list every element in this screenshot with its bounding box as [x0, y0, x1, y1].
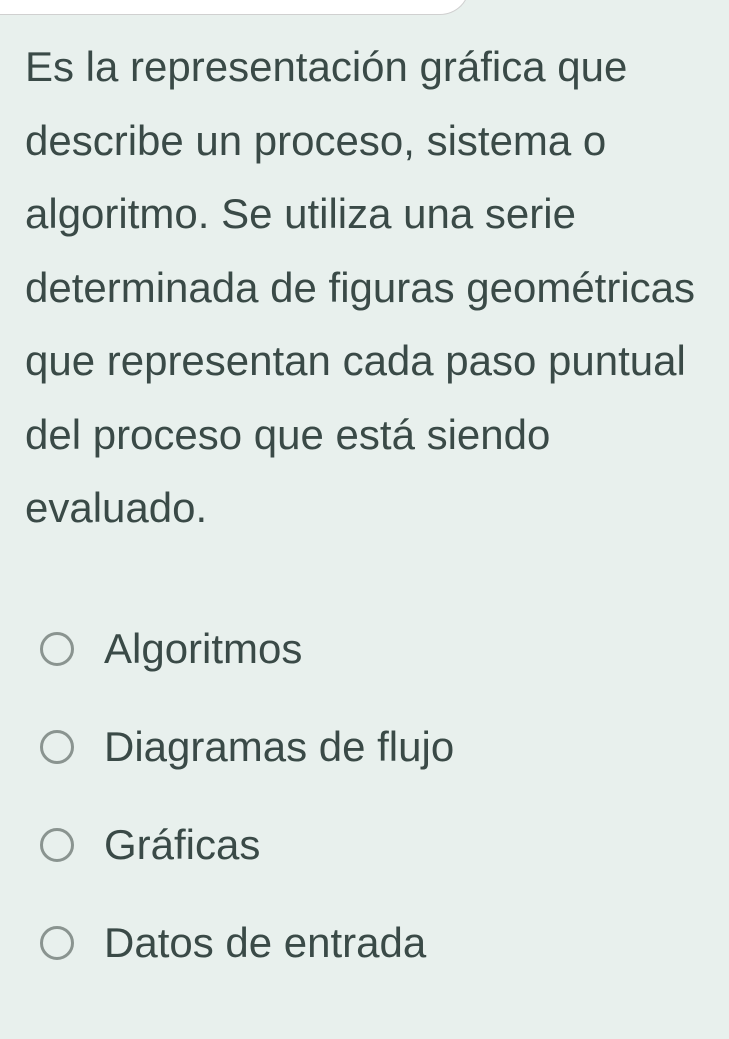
option-label: Datos de entrada: [104, 919, 426, 967]
radio-icon: [40, 730, 74, 764]
option-graficas[interactable]: Gráficas: [40, 821, 704, 869]
options-container: Algoritmos Diagramas de flujo Gráficas D…: [25, 625, 704, 967]
option-algoritmos[interactable]: Algoritmos: [40, 625, 704, 673]
radio-icon: [40, 926, 74, 960]
question-text: Es la representación gráfica que describ…: [25, 30, 704, 545]
option-diagramas-de-flujo[interactable]: Diagramas de flujo: [40, 723, 704, 771]
option-label: Diagramas de flujo: [104, 723, 454, 771]
option-label: Gráficas: [104, 821, 260, 869]
radio-icon: [40, 632, 74, 666]
option-label: Algoritmos: [104, 625, 302, 673]
option-datos-de-entrada[interactable]: Datos de entrada: [40, 919, 704, 967]
radio-icon: [40, 828, 74, 862]
tab-indicator: [0, 0, 470, 15]
